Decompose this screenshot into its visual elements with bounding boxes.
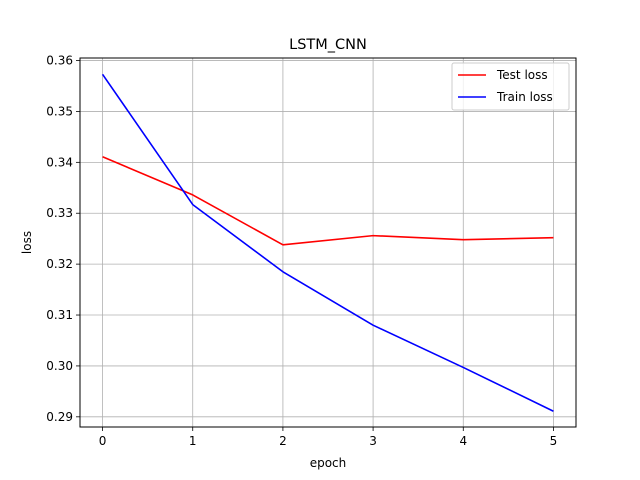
chart-title: LSTM_CNN: [289, 37, 367, 53]
x-axis-label: epoch: [310, 456, 347, 470]
legend-label: Test loss: [496, 68, 548, 82]
x-tick-label: 4: [459, 434, 467, 448]
x-tick-label: 2: [279, 434, 287, 448]
y-tick-label: 0.33: [46, 206, 73, 220]
x-tick-label: 0: [99, 434, 107, 448]
plot-area: [80, 58, 576, 427]
series-line-test-loss: [102, 156, 554, 246]
y-tick-label: 0.32: [46, 257, 73, 271]
y-tick-label: 0.36: [46, 54, 73, 68]
x-tick-label: 1: [189, 434, 197, 448]
grid-lines: [80, 58, 576, 427]
legend: Test loss Train loss: [451, 62, 570, 111]
series-line-train-loss: [101, 73, 554, 412]
plot-frame: [79, 57, 577, 428]
y-tick-label: 0.29: [46, 410, 73, 424]
legend-label: Train loss: [496, 90, 553, 104]
y-tick-label: 0.30: [46, 359, 73, 373]
y-tick-label: 0.35: [46, 104, 73, 118]
series-lines: [101, 73, 554, 412]
x-tick-label: 5: [550, 434, 558, 448]
y-tick-label: 0.31: [46, 308, 73, 322]
y-axis-label: loss: [20, 231, 34, 254]
y-axis-ticks: 0.29 0.30 0.31 0.32 0.33 0.34 0.35 0.36: [46, 54, 80, 424]
x-tick-label: 3: [369, 434, 377, 448]
x-axis-ticks: 0 1 2 3 4 5: [99, 427, 558, 448]
y-tick-label: 0.34: [46, 155, 73, 169]
